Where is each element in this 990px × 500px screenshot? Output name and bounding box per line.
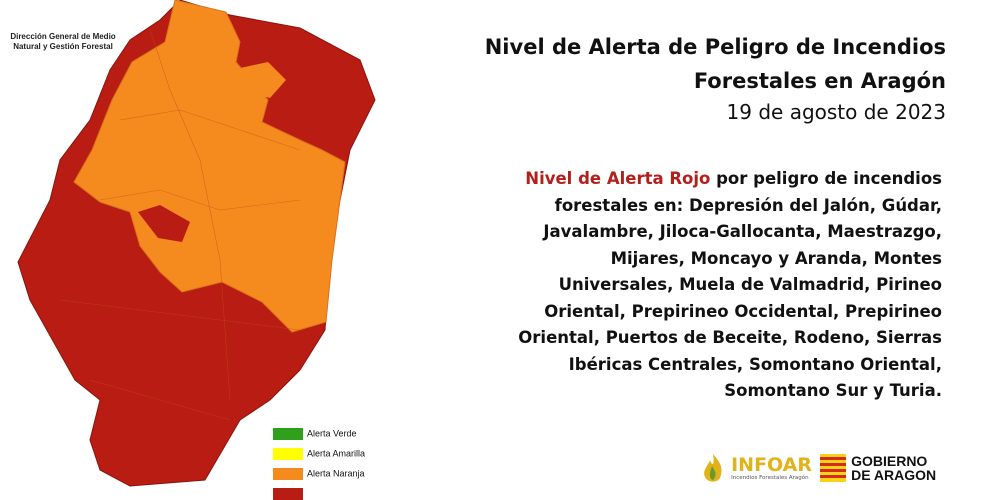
region-orange [73,0,346,333]
legend-item: Alerta Verde [273,428,357,440]
flag-icon [820,454,846,482]
alert-line-text: Ibéricas Centrales, Somontano Oriental, [568,354,942,374]
region-red [138,205,190,242]
legend-label: Alerta Amarilla [307,448,366,459]
alert-text: Nivel de Alerta Rojo por peligro de ince… [518,166,942,405]
alert-line-text: Oriental, Puertos de Beceite, Rodeno, Si… [518,328,942,347]
logo-text: INFOAR [731,454,813,476]
legend-label: Alerta Verde [307,428,357,439]
date: 19 de agosto de 2023 [726,100,946,124]
alert-line: Javalambre, Jiloca-Gallocanta, Maestrazg… [518,219,942,246]
alert-line: Mijares, Moncayo y Aranda, Montes [518,246,942,273]
logo-text: DE ARAGON [851,467,937,483]
alert-line-text: forestales en: Depresión del Jalón, Gúda… [554,195,942,215]
infoar-logo: INFOAR Incendios Forestales Aragón [700,452,812,484]
alert-line-text: por peligro de incendios [716,169,942,188]
logo-text: GOBIERNO [851,453,928,469]
legend-item [273,488,307,500]
flame-icon [704,454,722,482]
alert-line: Oriental, Prepirineo Occidental, Prepiri… [518,299,942,326]
title-line: Forestales en Aragón [693,69,946,93]
alert-line: Universales, Muela de Valmadrid, Pirineo [518,272,942,299]
title: Nivel de Alerta de Peligro de Incendios … [485,30,946,98]
alert-line-text: Javalambre, Jiloca-Gallocanta, Maestrazg… [543,222,942,241]
region-orange [240,62,286,98]
alert-line: forestales en: Depresión del Jalón, Gúda… [518,193,942,220]
alert-line-text: Somontano Sur y Turia. [724,381,942,400]
alert-line: Oriental, Puertos de Beceite, Rodeno, Si… [518,325,942,352]
legend-swatch [273,488,303,500]
gobierno-logo: GOBIERNO DE ARAGON [820,454,936,482]
alert-line-text: Oriental, Prepirineo Occidental, Prepiri… [544,301,942,321]
legend-swatch [273,448,303,460]
alert-line-text: Universales, Muela de Valmadrid, Pirineo [558,275,942,294]
title-line: Nivel de Alerta de Peligro de Incendios [484,35,946,59]
logo-subtext: Incendios Forestales Aragón [731,475,809,481]
legend-label: Alerta Naranja [307,468,365,479]
alert-highlight: Nivel de Alerta Rojo [525,169,711,188]
alert-line: Ibéricas Centrales, Somontano Oriental, [518,352,942,379]
map [17,0,376,487]
legend-swatch [273,428,303,440]
alert-line-text: Mijares, Moncayo y Aranda, Montes [610,248,942,268]
alert-line: Somontano Sur y Turia. [518,378,942,405]
legend-swatch [273,468,303,480]
legend-item: Alerta Naranja [273,468,365,480]
credit: Dirección General de Medio Natural y Ges… [10,32,116,51]
legend-item: Alerta Amarilla [273,448,365,460]
alert-line: Nivel de Alerta Rojo por peligro de ince… [518,166,942,193]
